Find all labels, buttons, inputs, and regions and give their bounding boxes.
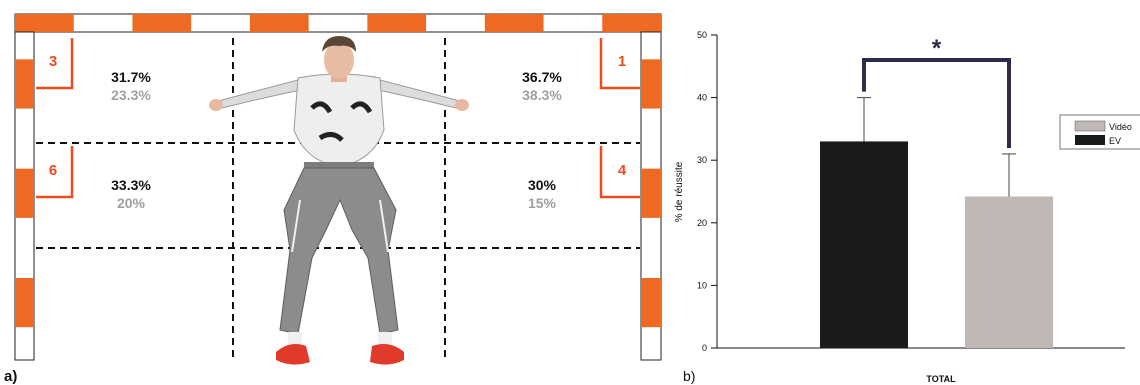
zone-4-video-rate: 15% [528, 195, 557, 211]
zone-4-marker [599, 146, 640, 199]
bar-chart: b) 0 10 20 30 40 50 % de réussite TOTAL * Vid… [674, 30, 1140, 384]
zone-4-number: 4 [618, 162, 627, 179]
y-tick-label: 50 [697, 30, 707, 40]
zone-3-video-rate: 23.3% [111, 87, 151, 103]
y-tick-label: 40 [697, 93, 707, 103]
zone-4-ev-rate: 30% [528, 177, 557, 193]
post-stripe [15, 168, 34, 218]
goal-right-post [640, 31, 662, 361]
zone-6-marker [36, 146, 74, 199]
post-stripe [15, 278, 34, 328]
zone-3-number: 3 [49, 53, 57, 70]
crossbar-stripe [15, 14, 74, 32]
legend: Vidéo EV [1059, 114, 1140, 150]
y-axis-ticks: 0 10 20 30 40 50 [697, 30, 717, 353]
zone-1-ev-rate: 36.7% [522, 69, 562, 85]
zone-6-ev-rate: 33.3% [111, 177, 151, 193]
legend-swatch-video [1074, 120, 1106, 132]
post-stripe [641, 59, 661, 109]
zone-6-video-rate: 20% [117, 195, 146, 211]
panel-a-label: a) [4, 368, 17, 385]
crossbar-stripe [367, 14, 427, 32]
zone-6-number: 6 [49, 162, 57, 179]
y-axis-label: % de réussite [674, 161, 685, 222]
y-tick-label: 30 [697, 155, 707, 165]
bar-ev [820, 141, 908, 348]
y-tick-label: 10 [697, 280, 707, 290]
goal-left-post [14, 31, 35, 361]
bar-series [820, 97, 1053, 348]
legend-label-video: Vidéo [1109, 122, 1132, 132]
goalkeeper-figure [209, 36, 469, 365]
crossbar-stripe [249, 14, 309, 32]
legend-label-ev: EV [1109, 136, 1121, 146]
panel-b-label: b) [683, 368, 695, 384]
post-stripe [641, 168, 661, 218]
crossbar-stripe [602, 14, 661, 32]
zone-1-video-rate: 38.3% [522, 87, 562, 103]
y-tick-label: 0 [702, 343, 707, 353]
legend-swatch-ev [1075, 135, 1105, 145]
crossbar-stripe [484, 14, 544, 32]
post-stripe [641, 278, 661, 328]
bar-vido [965, 196, 1053, 348]
goal-crossbar [14, 13, 662, 33]
crossbar-stripe [132, 14, 192, 32]
significance-bracket: * [862, 35, 1011, 148]
zone-1-number: 1 [618, 53, 626, 70]
post-stripe [15, 59, 34, 109]
significance-bracket-line [862, 58, 1011, 148]
significance-star: * [932, 35, 942, 62]
zone-3-ev-rate: 31.7% [111, 69, 151, 85]
x-axis-label: TOTAL [926, 374, 956, 384]
zone-3-marker [36, 38, 74, 90]
zone-corner-markers [36, 38, 640, 199]
zone-1-marker [599, 38, 640, 90]
y-tick-label: 20 [697, 218, 707, 228]
goal-panel: 3 1 6 4 31.7% 23.3% 36.7% 38.3% 33.3% 20… [4, 13, 662, 385]
